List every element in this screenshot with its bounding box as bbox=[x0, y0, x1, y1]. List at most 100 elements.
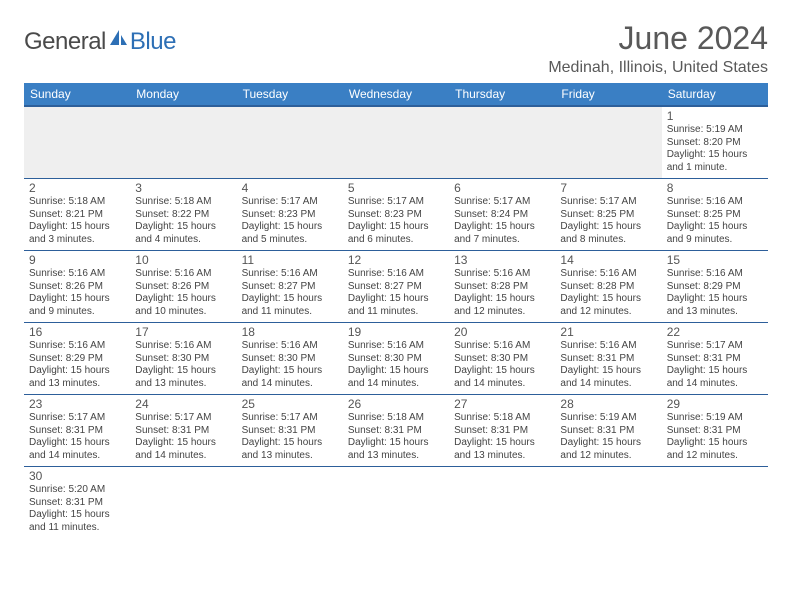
day-number: 9 bbox=[29, 253, 125, 267]
sunset-text: Sunset: 8:30 PM bbox=[135, 353, 231, 366]
sunrise-text: Sunrise: 5:16 AM bbox=[242, 268, 338, 281]
sunrise-text: Sunrise: 5:17 AM bbox=[667, 340, 763, 353]
sunrise-text: Sunrise: 5:17 AM bbox=[135, 412, 231, 425]
daylight-text: and 3 minutes. bbox=[29, 234, 125, 247]
sunset-text: Sunset: 8:31 PM bbox=[667, 425, 763, 438]
calendar-cell: 29Sunrise: 5:19 AMSunset: 8:31 PMDayligh… bbox=[662, 395, 768, 467]
daylight-text: and 14 minutes. bbox=[560, 378, 656, 391]
calendar-body: 1Sunrise: 5:19 AMSunset: 8:20 PMDaylight… bbox=[24, 106, 768, 538]
sunset-text: Sunset: 8:31 PM bbox=[560, 353, 656, 366]
sunrise-text: Sunrise: 5:16 AM bbox=[667, 268, 763, 281]
calendar-cell: 2Sunrise: 5:18 AMSunset: 8:21 PMDaylight… bbox=[24, 179, 130, 251]
daylight-text: Daylight: 15 hours bbox=[667, 293, 763, 306]
calendar-week-row: 2Sunrise: 5:18 AMSunset: 8:21 PMDaylight… bbox=[24, 179, 768, 251]
daylight-text: Daylight: 15 hours bbox=[242, 221, 338, 234]
calendar-cell: 18Sunrise: 5:16 AMSunset: 8:30 PMDayligh… bbox=[237, 323, 343, 395]
sail-icon bbox=[108, 29, 128, 52]
calendar-cell: 17Sunrise: 5:16 AMSunset: 8:30 PMDayligh… bbox=[130, 323, 236, 395]
sunset-text: Sunset: 8:31 PM bbox=[135, 425, 231, 438]
brand-part1: General bbox=[24, 28, 106, 56]
sunset-text: Sunset: 8:31 PM bbox=[560, 425, 656, 438]
day-number: 5 bbox=[348, 181, 444, 195]
daylight-text: and 12 minutes. bbox=[454, 306, 550, 319]
calendar-cell: 6Sunrise: 5:17 AMSunset: 8:24 PMDaylight… bbox=[449, 179, 555, 251]
daylight-text: and 14 minutes. bbox=[667, 378, 763, 391]
calendar-week-row: 23Sunrise: 5:17 AMSunset: 8:31 PMDayligh… bbox=[24, 395, 768, 467]
calendar-cell: 23Sunrise: 5:17 AMSunset: 8:31 PMDayligh… bbox=[24, 395, 130, 467]
day-number: 22 bbox=[667, 325, 763, 339]
calendar-cell: 25Sunrise: 5:17 AMSunset: 8:31 PMDayligh… bbox=[237, 395, 343, 467]
page-header: General Blue June 2024 Medinah, Illinois… bbox=[24, 20, 768, 77]
daylight-text: Daylight: 15 hours bbox=[348, 293, 444, 306]
daylight-text: Daylight: 15 hours bbox=[667, 365, 763, 378]
sunset-text: Sunset: 8:31 PM bbox=[242, 425, 338, 438]
calendar-cell: 28Sunrise: 5:19 AMSunset: 8:31 PMDayligh… bbox=[555, 395, 661, 467]
calendar-cell bbox=[130, 106, 236, 179]
day-number: 16 bbox=[29, 325, 125, 339]
day-number: 20 bbox=[454, 325, 550, 339]
daylight-text: Daylight: 15 hours bbox=[560, 293, 656, 306]
sunrise-text: Sunrise: 5:17 AM bbox=[348, 196, 444, 209]
daylight-text: Daylight: 15 hours bbox=[29, 365, 125, 378]
sunrise-text: Sunrise: 5:16 AM bbox=[29, 268, 125, 281]
daylight-text: Daylight: 15 hours bbox=[242, 437, 338, 450]
weekday-header: Friday bbox=[555, 83, 661, 106]
daylight-text: and 13 minutes. bbox=[242, 450, 338, 463]
daylight-text: Daylight: 15 hours bbox=[667, 149, 763, 162]
day-number: 30 bbox=[29, 469, 125, 483]
month-title: June 2024 bbox=[548, 20, 768, 57]
sunrise-text: Sunrise: 5:19 AM bbox=[667, 412, 763, 425]
day-number: 6 bbox=[454, 181, 550, 195]
daylight-text: and 14 minutes. bbox=[135, 450, 231, 463]
calendar-cell: 1Sunrise: 5:19 AMSunset: 8:20 PMDaylight… bbox=[662, 106, 768, 179]
sunset-text: Sunset: 8:25 PM bbox=[667, 209, 763, 222]
day-number: 17 bbox=[135, 325, 231, 339]
daylight-text: Daylight: 15 hours bbox=[242, 365, 338, 378]
calendar-cell: 5Sunrise: 5:17 AMSunset: 8:23 PMDaylight… bbox=[343, 179, 449, 251]
calendar-cell: 11Sunrise: 5:16 AMSunset: 8:27 PMDayligh… bbox=[237, 251, 343, 323]
sunset-text: Sunset: 8:20 PM bbox=[667, 137, 763, 150]
sunset-text: Sunset: 8:31 PM bbox=[667, 353, 763, 366]
brand-logo: General Blue bbox=[24, 28, 176, 56]
daylight-text: and 11 minutes. bbox=[29, 522, 125, 535]
daylight-text: Daylight: 15 hours bbox=[135, 293, 231, 306]
day-number: 27 bbox=[454, 397, 550, 411]
sunset-text: Sunset: 8:28 PM bbox=[454, 281, 550, 294]
calendar-cell: 8Sunrise: 5:16 AMSunset: 8:25 PMDaylight… bbox=[662, 179, 768, 251]
daylight-text: and 5 minutes. bbox=[242, 234, 338, 247]
calendar-cell bbox=[237, 467, 343, 539]
daylight-text: Daylight: 15 hours bbox=[135, 437, 231, 450]
sunset-text: Sunset: 8:31 PM bbox=[29, 425, 125, 438]
calendar-cell: 24Sunrise: 5:17 AMSunset: 8:31 PMDayligh… bbox=[130, 395, 236, 467]
calendar-week-row: 9Sunrise: 5:16 AMSunset: 8:26 PMDaylight… bbox=[24, 251, 768, 323]
sunrise-text: Sunrise: 5:16 AM bbox=[242, 340, 338, 353]
calendar-cell bbox=[24, 106, 130, 179]
location-text: Medinah, Illinois, United States bbox=[548, 59, 768, 77]
day-number: 10 bbox=[135, 253, 231, 267]
calendar-cell bbox=[555, 467, 661, 539]
calendar-cell bbox=[555, 106, 661, 179]
sunrise-text: Sunrise: 5:16 AM bbox=[454, 340, 550, 353]
calendar-week-row: 1Sunrise: 5:19 AMSunset: 8:20 PMDaylight… bbox=[24, 106, 768, 179]
sunrise-text: Sunrise: 5:20 AM bbox=[29, 484, 125, 497]
day-number: 28 bbox=[560, 397, 656, 411]
calendar-cell: 22Sunrise: 5:17 AMSunset: 8:31 PMDayligh… bbox=[662, 323, 768, 395]
sunrise-text: Sunrise: 5:17 AM bbox=[29, 412, 125, 425]
calendar-cell: 7Sunrise: 5:17 AMSunset: 8:25 PMDaylight… bbox=[555, 179, 661, 251]
calendar-cell: 21Sunrise: 5:16 AMSunset: 8:31 PMDayligh… bbox=[555, 323, 661, 395]
daylight-text: Daylight: 15 hours bbox=[135, 221, 231, 234]
sunset-text: Sunset: 8:28 PM bbox=[560, 281, 656, 294]
calendar-week-row: 16Sunrise: 5:16 AMSunset: 8:29 PMDayligh… bbox=[24, 323, 768, 395]
day-number: 12 bbox=[348, 253, 444, 267]
calendar-cell bbox=[449, 106, 555, 179]
sunset-text: Sunset: 8:27 PM bbox=[242, 281, 338, 294]
daylight-text: and 13 minutes. bbox=[454, 450, 550, 463]
day-number: 11 bbox=[242, 253, 338, 267]
daylight-text: and 13 minutes. bbox=[29, 378, 125, 391]
day-number: 2 bbox=[29, 181, 125, 195]
sunset-text: Sunset: 8:24 PM bbox=[454, 209, 550, 222]
calendar-head: SundayMondayTuesdayWednesdayThursdayFrid… bbox=[24, 83, 768, 106]
sunset-text: Sunset: 8:31 PM bbox=[454, 425, 550, 438]
daylight-text: and 8 minutes. bbox=[560, 234, 656, 247]
calendar-cell bbox=[343, 106, 449, 179]
